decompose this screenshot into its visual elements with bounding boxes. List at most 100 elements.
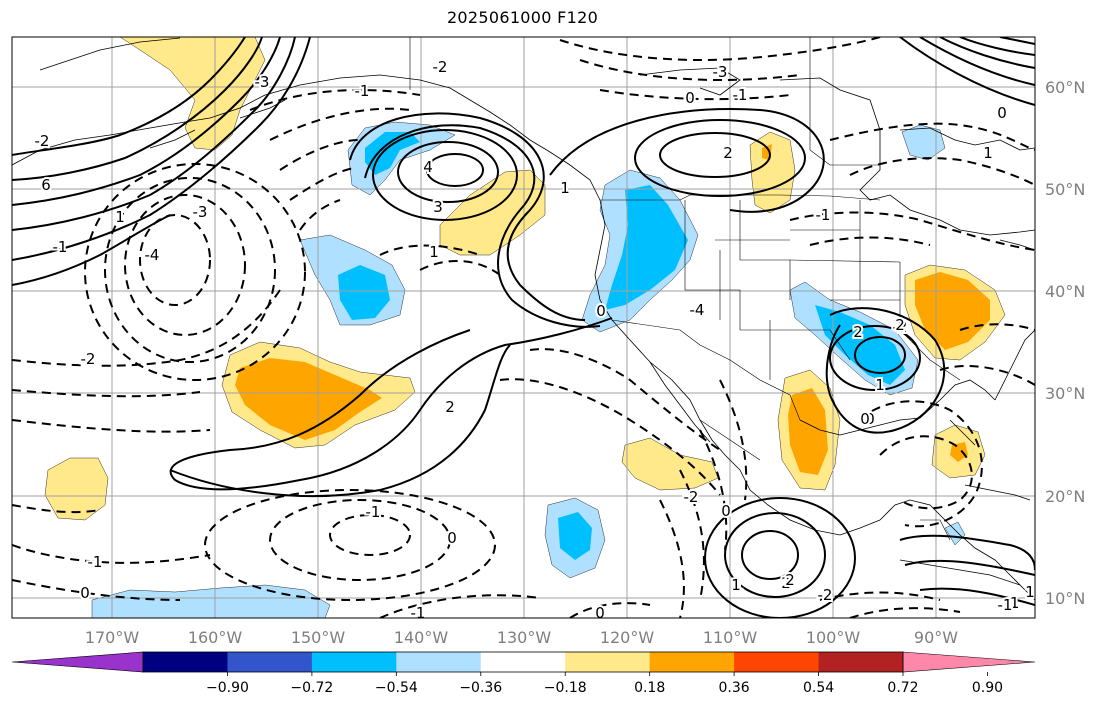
colorbar-segment: [143, 652, 228, 672]
contour-value-label: -1: [733, 86, 748, 104]
colorbar-segment: [227, 652, 313, 672]
contour-value-label: -3: [713, 63, 728, 81]
contour-value-label: 1: [1025, 583, 1035, 601]
contour-value-label: 0: [860, 410, 870, 428]
anomaly-positive-patch: [44, 457, 109, 521]
map-border: [11, 36, 1036, 619]
contour-value-label: 1: [429, 243, 439, 261]
contour-value-label: 1: [733, 577, 743, 595]
contour-value-label: -3: [255, 73, 270, 91]
colorbar-extend-max: [902, 651, 1036, 673]
anomaly-negative-core: [605, 185, 688, 310]
contour-value-label: -1: [998, 596, 1013, 614]
colorbar-segment: [480, 652, 566, 672]
contour-value-label: 0: [447, 529, 457, 547]
map-title: 2025061000 F120: [446, 8, 599, 27]
contour-value-label: -2: [81, 350, 96, 368]
colorbar-segment: [734, 652, 820, 672]
contour-value-label: 0: [80, 584, 90, 602]
contour-value-label: -4: [145, 246, 160, 264]
contour-value-label: -2: [684, 488, 699, 506]
contour-value-label: -1: [366, 503, 381, 521]
contour-value-label: 2: [723, 144, 733, 162]
colorbar-tick-label: 0.36: [719, 680, 750, 696]
colorbar-tick-label: 0.72: [887, 680, 918, 696]
colorbar-tick-label: 0.90: [972, 680, 1003, 696]
contour-value-label: 1: [731, 576, 741, 594]
colorbar-tick-label: −0.72: [290, 680, 333, 696]
contour-value-label: 1: [115, 208, 125, 226]
contour-value-label: 1: [983, 144, 993, 162]
latitude-tick-label: 40°N: [1045, 282, 1085, 301]
contour-value-label: -1: [53, 238, 68, 256]
anomaly-positive-patch: [439, 169, 546, 256]
colorbar-segment: [565, 652, 651, 672]
longitude-tick-label: 100°W: [806, 628, 861, 647]
colorbar-segment: [649, 652, 735, 672]
colorbar-tick-label: 0.18: [634, 680, 665, 696]
contour-value-label: -2: [433, 58, 448, 76]
contour-value-label: 0: [997, 104, 1007, 122]
anomaly-negative-core: [365, 132, 420, 175]
contour-value-label: 0: [721, 502, 731, 520]
contour-value-label: 0: [685, 89, 695, 107]
contour-value-label: -1: [411, 604, 426, 622]
longitude-axis: 170°W 160°W 150°W 140°W 130°W 120°W 110°W 100°W…: [85, 628, 958, 647]
contour-value-label: 0: [91, 553, 101, 571]
contour-value-label: 2: [785, 571, 795, 589]
latitude-tick-label: 20°N: [1045, 487, 1085, 506]
contour-value-label: 1: [875, 376, 885, 394]
latitude-axis: 60°N 50°N 40°N 30°N 20°N 10°N: [1045, 78, 1085, 608]
longitude-tick-label: 130°W: [497, 628, 552, 647]
contour-value-label: 6: [41, 176, 51, 194]
contours-solid: [12, 37, 1035, 618]
latitude-tick-label: 30°N: [1045, 384, 1085, 403]
contour-value-label: -1: [355, 82, 370, 100]
contour-value-label: -2: [81, 352, 96, 370]
longitude-tick-label: 170°W: [85, 628, 140, 647]
contour-value-label: 2: [895, 316, 905, 334]
colorbar-segment: [818, 652, 904, 672]
contour-value-label: 2: [781, 574, 791, 592]
anomaly-positive-core: [788, 388, 828, 475]
colorbar-segment: [311, 652, 397, 672]
colorbar-extend-min: [11, 651, 144, 673]
contour-labels: -3-2-1 012346-4-2-1012-2-101-10-2-3-4-221…: [33, 56, 1035, 622]
colorbar: −0.90 −0.72 −0.54 −0.36 −0.18 0.18 0.36 0.54 0.7…: [11, 651, 1036, 696]
longitude-tick-label: 90°W: [914, 628, 958, 647]
colorbar-tick-label: 0.54: [803, 680, 834, 696]
contour-value-label: -2: [893, 318, 908, 336]
anomaly-positive-patch: [621, 437, 719, 491]
colorbar-tick-label: −0.18: [544, 680, 587, 696]
colorbar-tick-label: −0.90: [206, 680, 249, 696]
contour-value-label: -3: [193, 203, 208, 221]
longitude-tick-label: 150°W: [291, 628, 346, 647]
longitude-tick-label: 140°W: [394, 628, 449, 647]
anomaly-negative-core: [558, 512, 592, 560]
contour-value-label: 1: [560, 179, 570, 197]
colorbar-outline: [142, 651, 904, 673]
contour-value-label: -1: [88, 553, 103, 571]
latitude-tick-label: 10°N: [1045, 589, 1085, 608]
contour-value-label: -4: [690, 301, 705, 319]
contours-dashed: [12, 37, 1035, 618]
contour-value-label: 2: [445, 398, 455, 416]
contour-value-label: -1: [816, 206, 831, 224]
coastlines: [12, 37, 1035, 601]
latitude-tick-label: 50°N: [1045, 180, 1085, 199]
contour-value-label: 0: [596, 302, 606, 320]
anomaly-negative-patch: [91, 584, 331, 618]
contour-value-label: 2: [853, 323, 863, 341]
contour-value-label: -1: [1005, 594, 1020, 612]
contour-value-label: 4: [423, 158, 433, 176]
anomaly-positive-core: [950, 442, 968, 462]
contour-value-label: 0: [595, 604, 605, 622]
anomaly-negative-patch: [944, 521, 966, 546]
contour-value-label: 3: [433, 198, 443, 216]
longitude-tick-label: 120°W: [600, 628, 655, 647]
contour-value-label: -2: [818, 586, 833, 604]
contour-value-label: -2: [35, 132, 50, 150]
colorbar-tick-label: −0.54: [375, 680, 418, 696]
longitude-tick-label: 160°W: [188, 628, 243, 647]
